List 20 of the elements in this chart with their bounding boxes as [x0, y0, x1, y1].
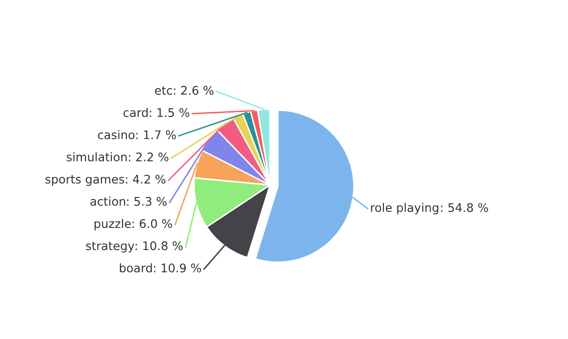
slice-label: role playing: [371, 202, 438, 214]
slice-label: simulation: [66, 152, 127, 162]
slice-label: casino: [98, 130, 135, 140]
data-label: : 2.2 %: [128, 152, 168, 162]
slice-label: action: [90, 196, 126, 206]
data-label: : 10.8 %: [136, 241, 183, 250]
data-label: : 54.8 %: [441, 203, 488, 212]
slice-label: strategy: [86, 242, 134, 253]
data-label: : 1.5 %: [150, 108, 190, 118]
data-label: : 4.2 %: [126, 174, 166, 184]
data-label: : 2.6 %: [174, 86, 214, 95]
data-label: : 6.0 %: [132, 219, 172, 228]
slice-label: sports games: [45, 175, 124, 186]
slice-label: puzzle: [94, 218, 131, 230]
slice-label: etc: [155, 86, 172, 95]
slice-label: card: [124, 108, 148, 118]
data-label: : 5.3 %: [127, 196, 167, 206]
data-label: : 1.7 %: [136, 130, 176, 140]
data-label: : 10.9 %: [154, 263, 202, 272]
slice-label: board: [120, 263, 152, 272]
